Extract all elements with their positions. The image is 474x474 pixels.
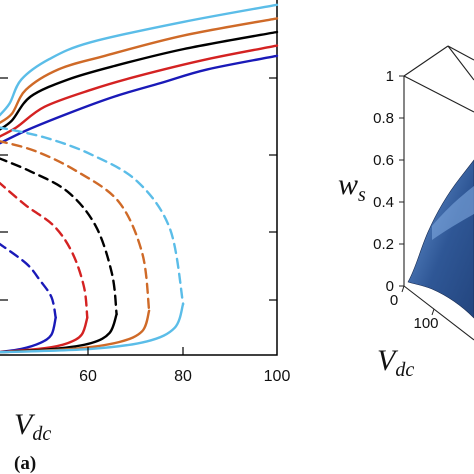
z-tick-label-0: 0 xyxy=(386,278,394,295)
panel-a-x-ticks xyxy=(87,347,184,355)
series-3-unstable-line xyxy=(0,157,118,316)
series-5-stable-upper-line xyxy=(0,3,279,117)
series-4-unstable-line xyxy=(0,140,151,312)
x-axis-label-sub: dc xyxy=(32,423,51,445)
x3d-axis-label-sub: dc xyxy=(395,359,414,381)
box-edge-inner-diagonal xyxy=(447,45,474,81)
panel-a-label: (a) xyxy=(14,453,36,474)
series-3-stable-upper-line xyxy=(0,30,279,131)
panel-b-x-ticks xyxy=(401,285,435,316)
series-4-stable-upper-line xyxy=(0,17,279,124)
box-edge-top-back-right xyxy=(447,45,474,61)
panel-a-chart: 60 80 100 Vdc (a) xyxy=(0,0,290,474)
x-tick-label-80: 80 xyxy=(174,368,192,385)
x3d-tick-label-100: 100 xyxy=(413,315,438,332)
panel-b-box-frame xyxy=(403,45,474,341)
z-axis-label-sub: s xyxy=(358,184,366,206)
box-edge-bottom-front xyxy=(403,285,474,341)
panel-b-x-axis-label: Vdc xyxy=(377,344,414,381)
z-tick-label-1: 1 xyxy=(386,68,394,85)
series-1-stable-upper-line xyxy=(0,54,279,145)
series-2-unstable-line xyxy=(0,181,89,319)
series-5-unstable-line xyxy=(0,126,185,306)
x-tick-label-100: 100 xyxy=(264,368,291,385)
panel-b-surface-ridge xyxy=(432,186,474,240)
z-tick-label-0.2: 0.2 xyxy=(373,236,394,253)
panel-a-curves xyxy=(0,3,279,354)
panel-a-plot-frame xyxy=(0,0,278,356)
panel-b-z-axis-label: ws xyxy=(338,168,366,206)
z-tick-label-0.6: 0.6 xyxy=(373,152,394,169)
x3d-tick xyxy=(401,285,405,293)
panel-a-x-axis-label: Vdc xyxy=(14,408,51,445)
z-axis-label-main: w xyxy=(338,168,358,201)
panel-a-y-ticks xyxy=(0,77,277,301)
x3d-axis-label-main: V xyxy=(377,344,399,377)
box-edge-top-front xyxy=(403,75,474,113)
panel-b-z-ticks xyxy=(399,75,404,287)
series-5-stable-lower-line xyxy=(0,302,185,354)
z-tick-label-0.8: 0.8 xyxy=(373,110,394,127)
box-edge-top-back xyxy=(403,45,449,77)
x-tick-label-60: 60 xyxy=(79,368,97,385)
series-2-stable-upper-line xyxy=(0,44,279,138)
panel-b-3d-surface: 0 0.2 0.4 0.6 0.8 1 0 100 ws Vdc xyxy=(338,45,474,381)
x-axis-label-main: V xyxy=(14,408,36,441)
series-1-unstable-line xyxy=(0,242,57,319)
panel-b-surface xyxy=(407,159,474,319)
x3d-tick xyxy=(431,308,435,316)
z-tick-label-0.4: 0.4 xyxy=(373,194,394,211)
x3d-tick-label-0: 0 xyxy=(390,292,398,309)
